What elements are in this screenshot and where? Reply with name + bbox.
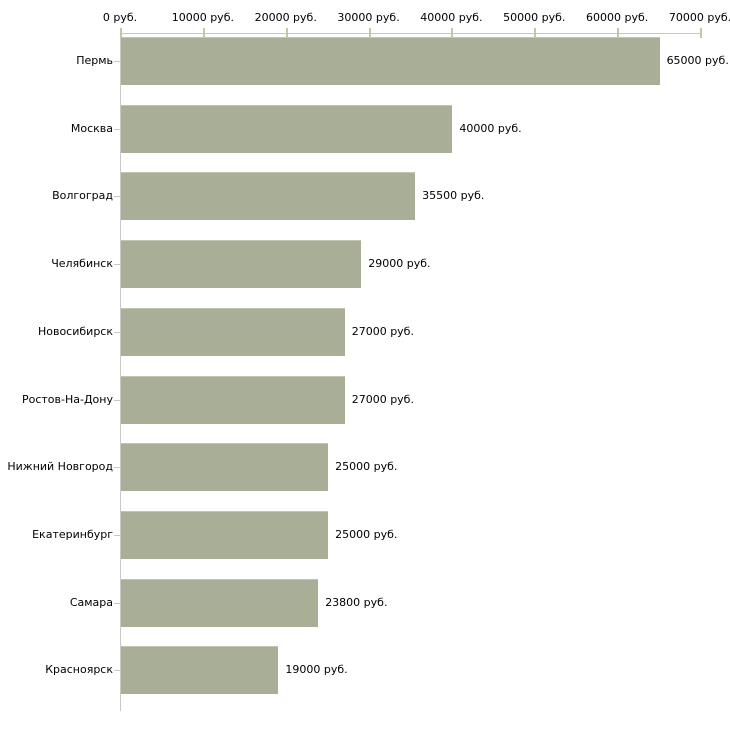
x-axis-tick <box>368 28 371 38</box>
bar-row: Челябинск 29000 руб. <box>51 237 701 305</box>
bar-row: Красноярск 19000 руб. <box>45 643 701 711</box>
category-tick <box>114 534 120 536</box>
x-axis-tick <box>120 28 122 38</box>
category-tick <box>114 331 120 333</box>
bar-row: Нижний Новгород 25000 руб. <box>7 440 701 508</box>
bar <box>121 510 329 559</box>
x-axis-tick-label: 40000 руб. <box>420 11 483 24</box>
category-tick <box>114 670 120 672</box>
category-label: Ростов-На-Дону <box>21 392 113 406</box>
value-label: 27000 руб. <box>351 392 414 406</box>
bar-row: Новосибирск 27000 руб. <box>38 305 701 373</box>
category-label: Екатеринбург <box>32 527 113 541</box>
x-axis-tick <box>285 28 288 38</box>
x-axis-tick <box>534 28 537 38</box>
x-axis-tick-label: 20000 руб. <box>254 11 317 24</box>
bar <box>121 375 345 424</box>
value-label: 25000 руб. <box>335 460 398 474</box>
category-tick <box>114 128 120 130</box>
x-axis-tick-label: 60000 руб. <box>586 11 649 24</box>
bar <box>121 646 279 695</box>
category-label: Нижний Новгород <box>7 460 113 474</box>
value-label: 35500 руб. <box>422 189 485 203</box>
category-tick <box>114 196 120 198</box>
bar-row: Пермь 65000 руб. <box>76 34 729 102</box>
bar <box>121 37 660 85</box>
category-tick <box>114 264 120 266</box>
category-label: Волгоград <box>52 189 113 203</box>
category-label: Пермь <box>76 54 113 67</box>
bar <box>121 578 319 627</box>
bar <box>121 240 362 289</box>
bar-row: Ростов-На-Дону 27000 руб. <box>22 373 701 441</box>
x-axis-tick-label: 70000 руб. <box>668 11 730 24</box>
x-axis-tick-label: 30000 руб. <box>337 11 400 24</box>
x-axis-tick <box>451 28 454 38</box>
category-tick <box>114 399 120 401</box>
category-label: Челябинск <box>51 257 113 271</box>
value-label: 29000 руб. <box>368 257 431 271</box>
category-label: Москва <box>70 121 113 135</box>
x-axis-tick <box>700 28 702 38</box>
plot-area: Пермь 65000 руб. Москва 40000 руб. Волгоград… <box>7 28 729 711</box>
category-tick <box>114 602 120 604</box>
x-axis-tick-label: 0 руб. <box>102 11 138 24</box>
category-label: Самара <box>69 595 113 609</box>
value-label: 25000 руб. <box>335 527 398 541</box>
category-label: Новосибирск <box>37 324 113 338</box>
category-tick <box>114 61 120 62</box>
bar-row: Москва 40000 руб. <box>71 102 701 170</box>
bar <box>121 104 453 153</box>
x-axis-tick <box>617 28 620 38</box>
x-axis: 0 руб. 10000 руб. 20000 руб. 30000 руб. 4000… <box>103 11 730 27</box>
x-axis-tick <box>202 28 205 38</box>
value-label: 65000 руб. <box>666 54 729 67</box>
bar <box>121 443 329 492</box>
bar-row: Екатеринбург 25000 руб. <box>32 508 701 576</box>
value-label: 27000 руб. <box>351 324 414 338</box>
x-axis-tick-label: 10000 руб. <box>171 11 234 24</box>
value-label: 23800 руб. <box>325 595 388 609</box>
bar-row: Самара 23800 руб. <box>70 576 701 644</box>
x-axis-tick-label: 50000 руб. <box>503 11 566 24</box>
bar <box>121 307 345 356</box>
category-tick <box>114 467 120 469</box>
value-label: 19000 руб. <box>285 663 348 677</box>
value-label: 40000 руб. <box>459 121 522 135</box>
category-label: Красноярск <box>45 663 113 677</box>
bar-row: Волгоград 35500 руб. <box>52 169 701 237</box>
bar <box>121 172 416 221</box>
